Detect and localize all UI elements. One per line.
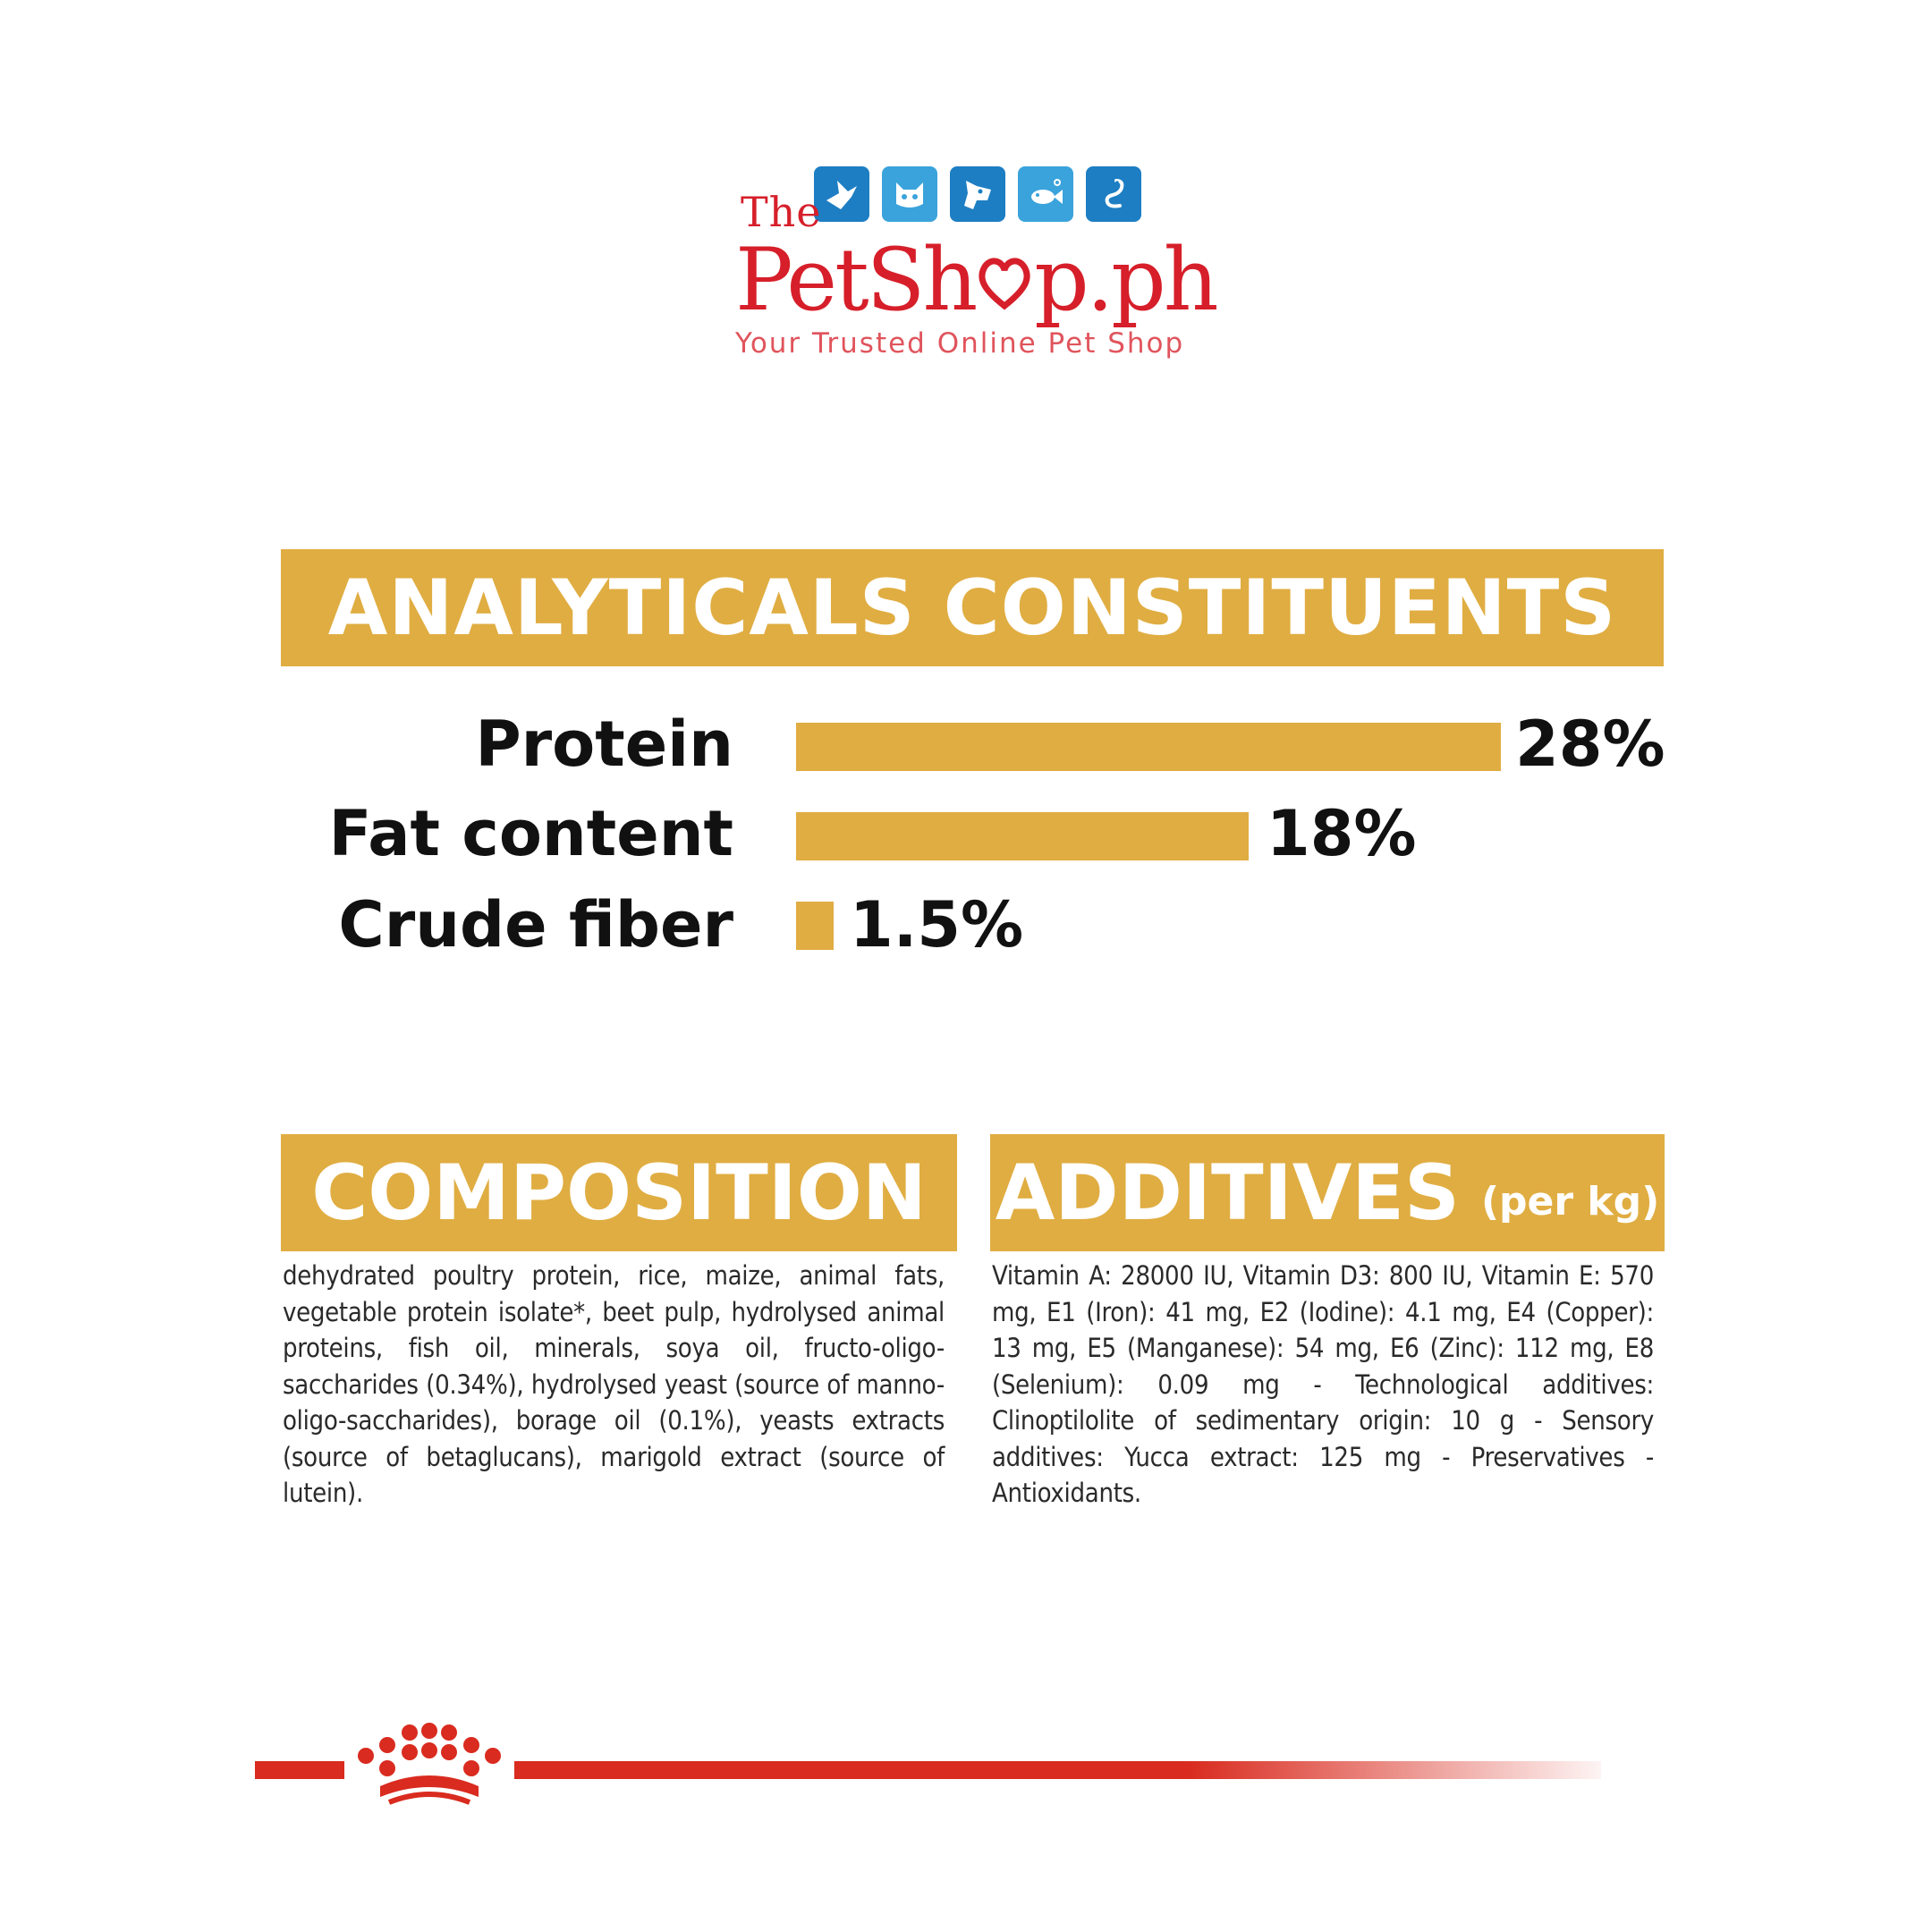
protein-label: Protein	[475, 708, 733, 781]
fat-content-value: 18%	[1267, 797, 1417, 870]
footer-line-left	[255, 1761, 344, 1779]
crude-fiber-label: Crude fiber	[338, 888, 733, 962]
protein-bar	[796, 723, 1501, 771]
composition-heading: COMPOSITION	[281, 1134, 957, 1251]
logo-prefix: The	[741, 188, 822, 236]
additives-subtitle: (per kg)	[1480, 1179, 1660, 1224]
additives-text: Vitamin A: 28000 IU, Vitamin D3: 800 IU,…	[992, 1260, 1654, 1508]
dog-icon	[950, 166, 1005, 222]
cat-icon	[882, 166, 937, 222]
fat-content-label: Fat content	[328, 797, 733, 870]
snake-icon	[1086, 166, 1141, 222]
analytical-constituents-heading: ANALYTICALS CONSTITUENTS	[281, 549, 1664, 666]
bird-icon	[814, 166, 869, 222]
additives-heading: ADDITIVES (per kg)	[990, 1134, 1665, 1251]
pet-icons	[814, 166, 1141, 222]
logo-tagline: Your Trusted Online Pet Shop	[735, 327, 1185, 360]
crude-fiber-value: 1.5%	[850, 888, 1024, 962]
fat-content-bar	[796, 812, 1249, 860]
crude-fiber-bar	[796, 902, 834, 950]
heart-icon	[979, 258, 1030, 310]
logo-wordmark: PetSh p.ph	[735, 230, 1219, 330]
protein-value: 28%	[1515, 708, 1665, 781]
logo-name-part1: PetSh	[735, 230, 978, 330]
logo-name-part2: p.ph	[1034, 230, 1218, 330]
additives-title: ADDITIVES	[995, 1148, 1460, 1238]
petshop-logo: The PetSh p.ph Your Trusted Online Pet Sh…	[716, 161, 1234, 376]
composition-text: dehydrated poultry protein, rice, maize,…	[283, 1260, 945, 1508]
royal-canin-crown-icon	[358, 1723, 501, 1805]
fish-icon	[1018, 166, 1073, 222]
footer-line-right	[514, 1761, 1601, 1779]
